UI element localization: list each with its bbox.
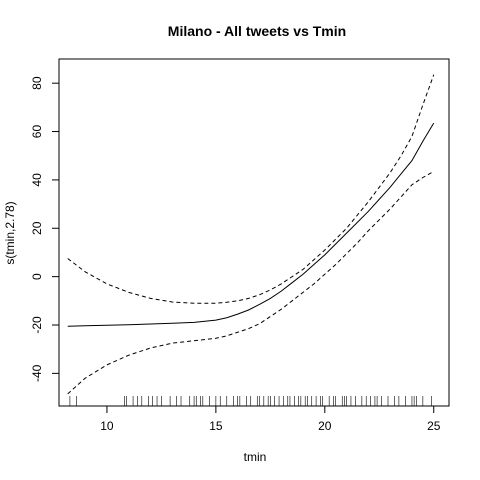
y-tick-label: -40 [30,364,44,382]
confidence-band-line-1 [67,74,435,304]
y-tick-label: 20 [30,221,44,235]
x-tick-label: 10 [100,419,114,433]
rug-layer [69,396,432,406]
confidence-band-line-2 [67,171,434,395]
x-tick-label: 20 [318,419,332,433]
x-tick-label: 15 [209,419,223,433]
y-tick-label: 60 [30,125,44,139]
y-tick-label: 0 [30,273,44,280]
x-axis: 10 15 20 25 [100,405,441,433]
chart-title: Milano - All tweets vs Tmin [168,23,346,39]
smooth-fit-line [67,122,435,327]
y-axis-label: s(tmin,2.78) [3,201,17,264]
y-tick-label: 80 [30,76,44,90]
plot-box [58,58,450,407]
y-tick-label: -20 [30,316,44,334]
y-tick-label: 40 [30,173,44,187]
x-axis-label: tmin [244,450,267,464]
x-tick-label: 25 [427,419,441,433]
series-layer [67,74,435,395]
y-axis: -40 -20 0 20 40 60 80 [30,76,60,382]
